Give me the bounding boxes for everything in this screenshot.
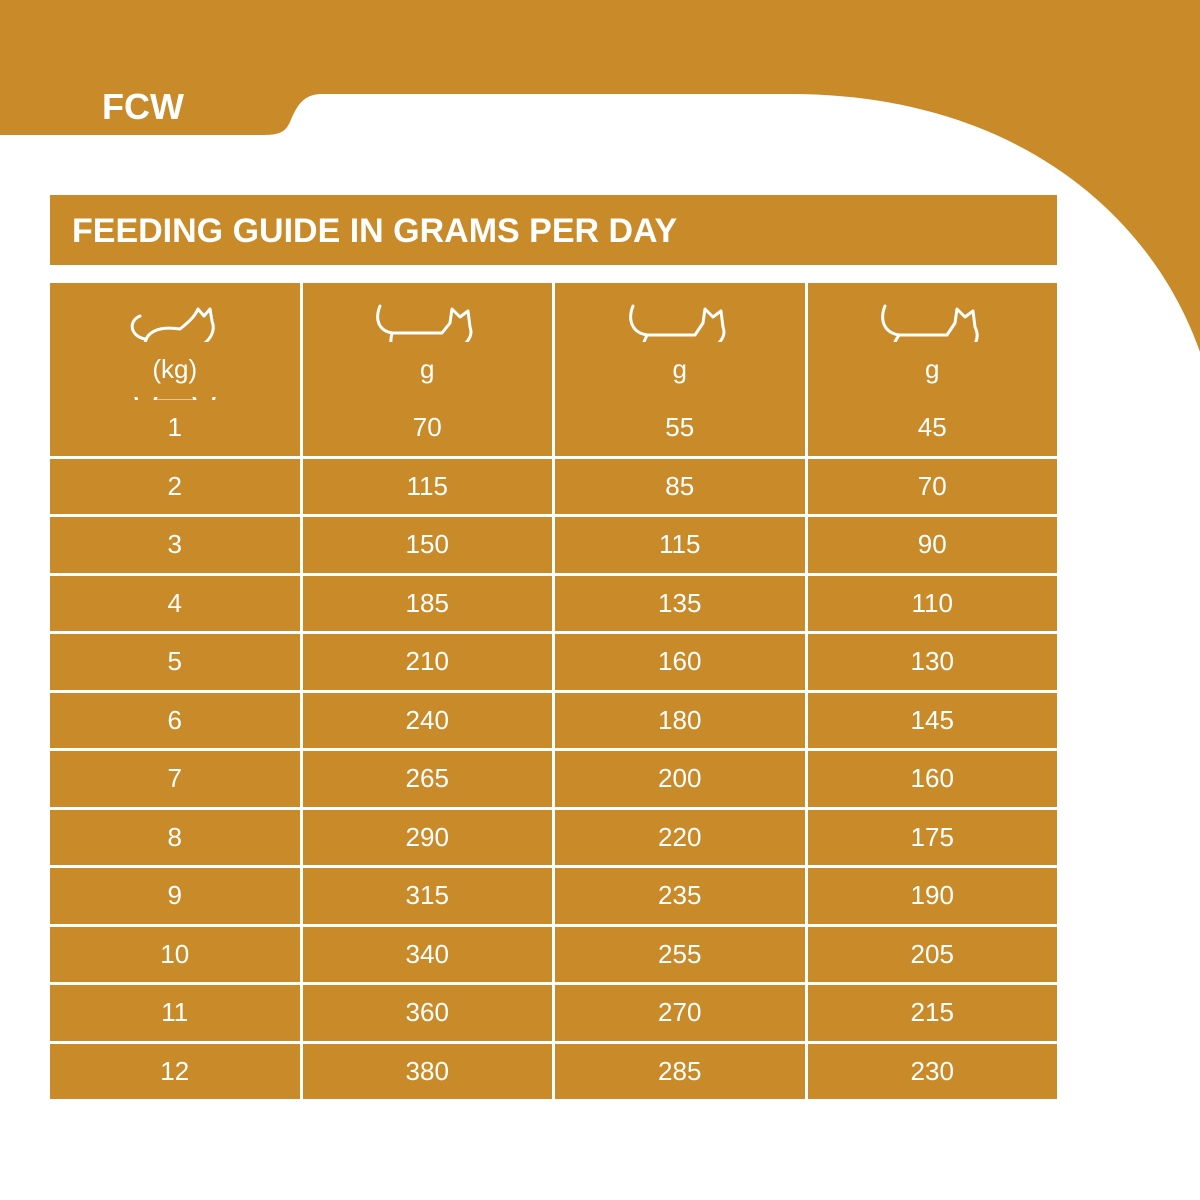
amount-cell: 200	[555, 751, 805, 807]
amount-cell: 150	[302, 517, 552, 573]
amount-cell: 70	[807, 458, 1057, 514]
amount-cell: 290	[302, 809, 552, 865]
amount-cell: 115	[555, 517, 805, 573]
amount-cell: 340	[302, 926, 552, 982]
amount-cell: 380	[302, 1043, 552, 1099]
amount-cell: 360	[302, 985, 552, 1041]
amount-cell: 230	[807, 1043, 1057, 1099]
amount-cell: 45	[807, 400, 1057, 456]
amount-cell: 145	[807, 692, 1057, 748]
amount-cell: 135	[555, 575, 805, 631]
amount-cell: 205	[807, 926, 1057, 982]
weight-cell: 1	[50, 400, 300, 456]
weight-cell: 12	[50, 1043, 300, 1099]
feeding-table: (kg) g g g 1 70 55 45 2 115 85 70 3 150 115 90 4 185 135 11…	[50, 283, 1057, 1099]
amount-cell: 85	[555, 458, 805, 514]
weight-cell: 9	[50, 868, 300, 924]
amount-cell: 70	[302, 400, 552, 456]
amount-cell: 115	[302, 458, 552, 514]
amount-cell: 235	[555, 868, 805, 924]
amount-cell: 315	[302, 868, 552, 924]
weight-cell: 3	[50, 517, 300, 573]
amount-cell: 110	[807, 575, 1057, 631]
amount-cell: 270	[555, 985, 805, 1041]
unit-cell: g	[807, 341, 1057, 397]
amount-cell: 220	[555, 809, 805, 865]
amount-cell: 175	[807, 809, 1057, 865]
amount-cell: 285	[555, 1043, 805, 1099]
unit-cell: (kg)	[50, 341, 300, 397]
weight-cell: 5	[50, 634, 300, 690]
amount-cell: 130	[807, 634, 1057, 690]
weight-cell: 11	[50, 985, 300, 1041]
amount-cell: 90	[807, 517, 1057, 573]
amount-cell: 180	[555, 692, 805, 748]
weight-cell: 4	[50, 575, 300, 631]
weight-cell: 6	[50, 692, 300, 748]
title: FEEDING GUIDE IN GRAMS PER DAY	[50, 195, 1057, 265]
unit-cell: g	[555, 341, 805, 397]
weight-cell: 2	[50, 458, 300, 514]
unit-cell: g	[302, 341, 552, 397]
amount-cell: 210	[302, 634, 552, 690]
amount-cell: 255	[555, 926, 805, 982]
brand: FCW	[102, 86, 184, 127]
amount-cell: 240	[302, 692, 552, 748]
weight-cell: 8	[50, 809, 300, 865]
weight-cell: 7	[50, 751, 300, 807]
weight-cell: 10	[50, 926, 300, 982]
amount-cell: 160	[555, 634, 805, 690]
amount-cell: 265	[302, 751, 552, 807]
amount-cell: 185	[302, 575, 552, 631]
amount-cell: 190	[807, 868, 1057, 924]
amount-cell: 160	[807, 751, 1057, 807]
amount-cell: 215	[807, 985, 1057, 1041]
amount-cell: 55	[555, 400, 805, 456]
